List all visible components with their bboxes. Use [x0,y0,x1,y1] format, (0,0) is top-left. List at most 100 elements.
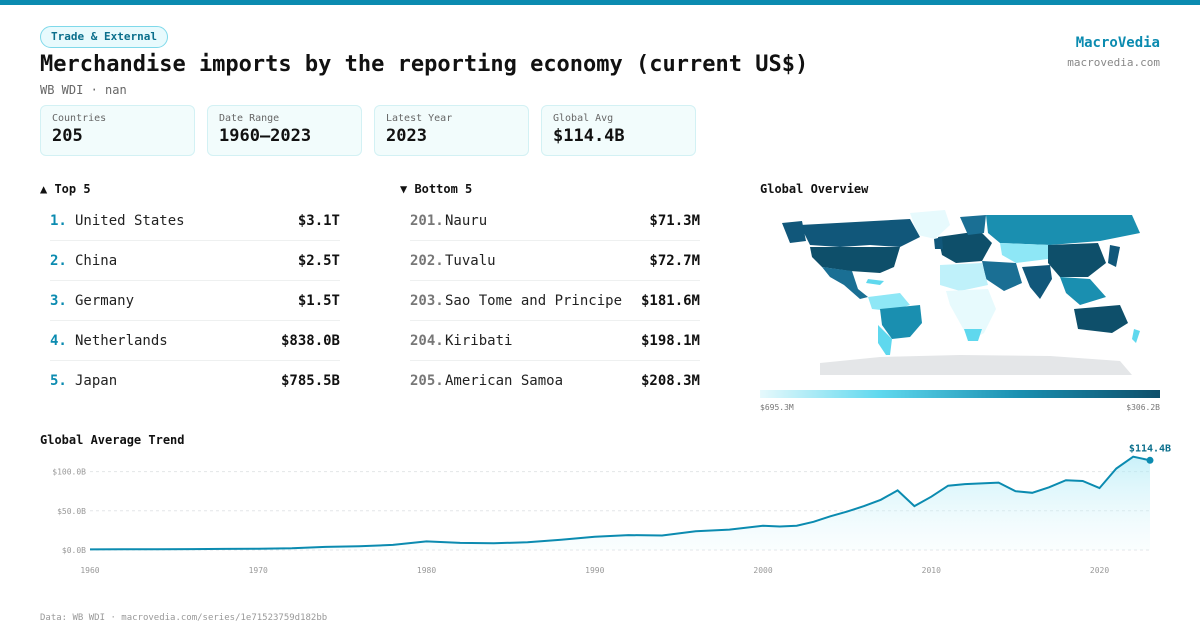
region-europe [938,231,992,263]
rank-number: 1. [50,212,67,229]
y-tick-label: $50.0B [57,507,86,516]
stat-card-countries: Countries 205 [40,105,195,156]
rank-number: 202. [410,252,444,269]
region-india [1022,265,1052,299]
brand-url[interactable]: macrovedia.com [1067,56,1160,69]
country-name: American Samoa [445,373,564,389]
stat-label: Latest Year [386,113,453,124]
x-tick-label: 2000 [753,566,772,575]
region-uk [934,237,943,249]
list-item[interactable]: 205. American Samoa $208.3M [410,361,700,401]
x-tick-label: 1960 [80,566,99,575]
category-badge[interactable]: Trade & External [40,26,168,48]
list-item[interactable]: 204. Kiribati $198.1M [410,321,700,361]
trend-x-axis: 1960 1970 1980 1990 2000 2010 2020 [80,566,1109,575]
region-southeast-asia [1060,277,1106,305]
region-greenland [910,210,950,239]
trend-chart[interactable]: $0.0B $50.0B $100.0B 1960 1970 1980 1990 2000 2… [0,440,1200,590]
country-name: Netherlands [75,332,168,349]
trend-heading: Global Average Trend [40,433,185,447]
top-accent-bar [0,0,1200,5]
bottom5-heading: ▼ Bottom 5 [400,182,473,196]
stat-label: Global Avg [553,113,614,124]
region-alaska [782,221,806,243]
country-value: $2.5T [297,252,340,269]
rank-number: 205. [410,373,444,389]
region-usa [810,247,900,273]
region-africa [946,289,996,341]
country-value: $198.1M [640,332,700,349]
trend-end-point[interactable] [1146,456,1154,464]
rank-number: 204. [410,332,444,349]
list-item[interactable]: 202. Tuvalu $72.7M [410,241,700,281]
x-tick-label: 1990 [585,566,604,575]
map-legend-max: $306.2B [1126,403,1160,412]
stat-value: 2023 [386,126,427,146]
region-australia [1074,305,1128,333]
list-item[interactable]: 3. Germany $1.5T [50,281,340,321]
country-name: Kiribati [445,332,513,349]
top5-list: 1. United States $3.1T 2. China $2.5T 3.… [50,201,340,401]
x-tick-label: 1980 [417,566,436,575]
country-value: $71.3M [649,212,700,229]
region-middle-east [982,261,1022,291]
country-value: $3.1T [297,212,340,229]
country-value: $181.6M [640,292,700,309]
country-value: $208.3M [640,373,700,389]
footer-source: Data: WB WDI · macrovedia.com/series/1e7… [40,613,328,623]
y-tick-label: $0.0B [62,546,86,555]
region-new-zealand [1132,329,1140,343]
country-name: Japan [75,373,118,389]
brand-logo[interactable]: MacroVedia [1075,35,1160,51]
country-value: $785.5B [280,373,340,389]
stat-label: Countries [52,113,107,124]
list-item[interactable]: 1. United States $3.1T [50,201,340,241]
x-tick-label: 1970 [249,566,268,575]
country-name: Sao Tome and Principe [445,292,623,309]
stats-row: Countries 205 Date Range 1960–2023 Lates… [40,105,696,156]
list-item[interactable]: 2. China $2.5T [50,241,340,281]
list-item[interactable]: 4. Netherlands $838.0B [50,321,340,361]
map-heading: Global Overview [760,182,869,196]
country-value: $838.0B [280,332,340,349]
list-item[interactable]: 5. Japan $785.5B [50,361,340,401]
world-choropleth-map[interactable] [760,205,1160,380]
region-central-asia [1000,243,1050,263]
list-item[interactable]: 201. Nauru $71.3M [410,201,700,241]
region-china [1048,243,1106,277]
stat-value: $114.4B [553,126,625,146]
rank-number: 5. [50,373,67,389]
region-south-africa [964,329,982,341]
country-name: United States [75,212,185,229]
region-japan [1108,245,1120,267]
top5-heading: ▲ Top 5 [40,182,91,196]
region-argentina-chile [878,325,892,355]
page-subtitle: WB WDI · nan [40,83,127,97]
stat-value: 1960–2023 [219,126,312,146]
trend-y-axis: $0.0B $50.0B $100.0B [52,468,86,555]
country-value: $72.7M [649,252,700,269]
stat-label: Date Range [219,113,280,124]
trend-line [89,455,1151,551]
country-name: Tuvalu [445,252,496,269]
region-scandinavia [960,215,986,235]
stat-card-global-avg: Global Avg $114.4B [541,105,696,156]
stat-card-date-range: Date Range 1960–2023 [207,105,362,156]
list-item[interactable]: 203. Sao Tome and Principe $181.6M [410,281,700,321]
map-legend-gradient [760,390,1160,398]
stat-value: 205 [52,126,83,146]
trend-end-label: $114.4B [1129,443,1171,454]
country-name: China [75,252,118,269]
region-caribbean [866,279,884,285]
x-tick-label: 2010 [922,566,941,575]
x-tick-label: 2020 [1090,566,1109,575]
rank-number: 2. [50,252,67,269]
map-legend-min: $695.3M [760,403,794,412]
y-tick-label: $100.0B [52,468,86,477]
rank-number: 201. [410,212,444,229]
country-name: Germany [75,292,135,309]
bottom5-list: 201. Nauru $71.3M 202. Tuvalu $72.7M 203… [410,201,700,401]
region-antarctica [820,355,1132,375]
region-russia [986,215,1140,245]
trend-area [90,456,1150,550]
